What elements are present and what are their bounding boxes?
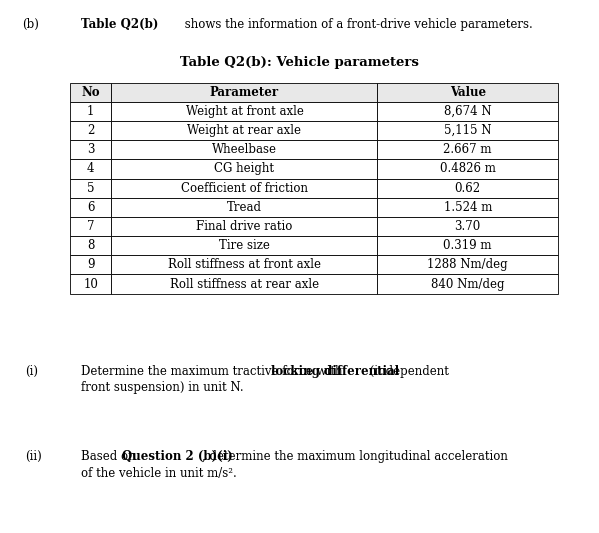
Bar: [70, 198, 111, 217]
Bar: [70, 102, 111, 121]
Text: 3: 3: [87, 143, 95, 156]
Bar: [111, 236, 377, 255]
Text: Coefficient of friction: Coefficient of friction: [181, 182, 308, 195]
Text: 10: 10: [83, 278, 98, 290]
Text: Tire size: Tire size: [219, 239, 270, 252]
Text: shows the information of a front-drive vehicle parameters.: shows the information of a front-drive v…: [181, 18, 533, 31]
Bar: [111, 255, 377, 274]
Text: 8: 8: [87, 239, 95, 252]
Bar: [70, 255, 111, 274]
Bar: [70, 83, 111, 102]
Bar: [70, 121, 111, 140]
Bar: [70, 179, 111, 198]
Text: front suspension) in unit N.: front suspension) in unit N.: [81, 382, 243, 394]
Text: Tread: Tread: [227, 201, 262, 214]
Text: 1: 1: [87, 105, 95, 118]
Bar: [377, 274, 558, 294]
Bar: [111, 102, 377, 121]
Bar: [111, 121, 377, 140]
Text: Weight at rear axle: Weight at rear axle: [187, 124, 301, 137]
Text: 9: 9: [87, 259, 95, 271]
Text: Final drive ratio: Final drive ratio: [196, 220, 293, 233]
Text: Question 2 (b)(i): Question 2 (b)(i): [122, 450, 232, 463]
Text: Value: Value: [450, 86, 486, 99]
Bar: [377, 140, 558, 159]
Text: (independent: (independent: [366, 365, 449, 378]
Text: (ii): (ii): [25, 450, 42, 463]
Text: 840 Nm/deg: 840 Nm/deg: [431, 278, 504, 290]
Text: 5,115 N: 5,115 N: [444, 124, 491, 137]
Bar: [111, 83, 377, 102]
Text: CG height: CG height: [214, 163, 274, 175]
Text: Parameter: Parameter: [210, 86, 279, 99]
Bar: [377, 198, 558, 217]
Bar: [111, 140, 377, 159]
Text: 4: 4: [87, 163, 95, 175]
Bar: [377, 121, 558, 140]
Text: (b): (b): [22, 18, 39, 31]
Bar: [377, 102, 558, 121]
Bar: [111, 217, 377, 236]
Text: 3.70: 3.70: [455, 220, 481, 233]
Text: Roll stiffness at rear axle: Roll stiffness at rear axle: [170, 278, 319, 290]
Bar: [377, 159, 558, 179]
Text: Wheelbase: Wheelbase: [212, 143, 277, 156]
Text: 7: 7: [87, 220, 95, 233]
Text: Weight at front axle: Weight at front axle: [186, 105, 304, 118]
Text: Based on: Based on: [81, 450, 139, 463]
Text: 2: 2: [87, 124, 95, 137]
Bar: [111, 274, 377, 294]
Text: 2.667 m: 2.667 m: [443, 143, 492, 156]
Bar: [377, 255, 558, 274]
Text: (i): (i): [25, 365, 38, 378]
Bar: [70, 274, 111, 294]
Bar: [377, 236, 558, 255]
Bar: [111, 198, 377, 217]
Text: Roll stiffness at front axle: Roll stiffness at front axle: [168, 259, 321, 271]
Text: , determine the maximum longitudinal acceleration: , determine the maximum longitudinal acc…: [202, 450, 508, 463]
Text: 1288 Nm/deg: 1288 Nm/deg: [428, 259, 508, 271]
Text: 8,674 N: 8,674 N: [444, 105, 492, 118]
Bar: [377, 83, 558, 102]
Text: locking differential: locking differential: [271, 365, 399, 378]
Bar: [70, 236, 111, 255]
Text: 5: 5: [87, 182, 95, 195]
Bar: [70, 159, 111, 179]
Bar: [70, 140, 111, 159]
Text: of the vehicle in unit m/s².: of the vehicle in unit m/s².: [81, 467, 237, 480]
Text: 0.319 m: 0.319 m: [443, 239, 492, 252]
Bar: [111, 159, 377, 179]
Text: Determine the maximum tractive force with: Determine the maximum tractive force wit…: [81, 365, 346, 378]
Text: 6: 6: [87, 201, 95, 214]
Bar: [111, 179, 377, 198]
Text: No: No: [81, 86, 100, 99]
Bar: [377, 179, 558, 198]
Bar: [70, 217, 111, 236]
Text: 0.62: 0.62: [455, 182, 481, 195]
Text: 1.524 m: 1.524 m: [443, 201, 492, 214]
Text: Table Q2(b): Table Q2(b): [81, 18, 158, 31]
Bar: [377, 217, 558, 236]
Text: 0.4826 m: 0.4826 m: [440, 163, 495, 175]
Text: Table Q2(b): Vehicle parameters: Table Q2(b): Vehicle parameters: [180, 56, 419, 69]
